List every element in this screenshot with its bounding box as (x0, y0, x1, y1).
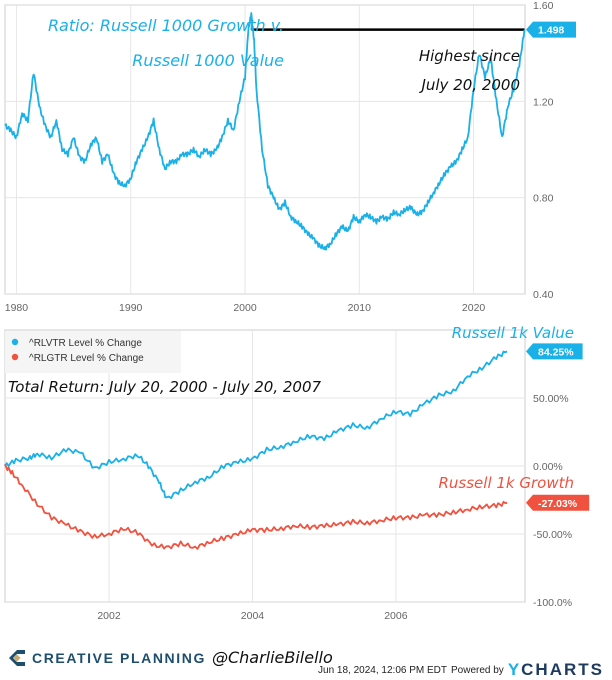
ycharts-attribution: Jun 18, 2024, 12:06 PM EDT Powered by YC… (318, 660, 604, 680)
y-tick-label: 0.80 (533, 193, 554, 205)
annotation-line-1: Highest since (419, 47, 520, 65)
value-series-label: Russell 1k Value (452, 324, 574, 342)
y-tick-label: -50.00% (533, 529, 572, 541)
x-tick-label: 2020 (462, 302, 486, 314)
ycharts-logo-y: Y (507, 660, 522, 679)
last-value-label: 84.25% (538, 346, 574, 358)
total-return-chart-axis-labels: 2002 2004 2006 -100.0% -50.00% 0.00% 50.00% 84.… (97, 343, 590, 622)
ratio-chart-axis-labels: 1980 1990 2000 2010 2020 0.40 0.80 1.20 1.60 1.49… (5, 0, 576, 314)
growth-series-label: Russell 1k Growth (438, 474, 574, 492)
x-tick-label: 2004 (241, 610, 265, 622)
y-tick-label: 50.00% (533, 393, 569, 405)
powered-by-text: Powered by (451, 664, 504, 676)
ratio-chart-title-line-1: Ratio: Russell 1000 Growth v. (48, 16, 284, 35)
ratio-chart: 1980 1990 2000 2010 2020 0.40 0.80 1.20 1.60 1.49… (4, 0, 576, 314)
creative-planning-logo-icon (8, 649, 26, 667)
legend-marker-value (11, 338, 19, 346)
last-value-badge (526, 343, 583, 360)
y-tick-label: 0.00% (533, 461, 563, 473)
x-tick-label: 2002 (97, 610, 121, 622)
y-tick-label: 1.20 (533, 96, 554, 108)
total-return-title: Total Return: July 20, 2000 - July 20, 2… (8, 378, 322, 396)
y-tick-label: -100.0% (533, 597, 572, 609)
legend-marker-growth (11, 353, 19, 361)
last-value-badge (526, 494, 590, 511)
ratio-chart-series (4, 12, 526, 251)
brand-handle: @CharlieBilello (211, 648, 333, 667)
last-value-label: -27.03% (538, 498, 578, 510)
x-tick-label: 2010 (348, 302, 372, 314)
last-value-badge (526, 21, 576, 38)
ycharts-logo-text: CHARTS (521, 660, 604, 679)
footer: CREATIVE PLANNING @CharlieBilello Jun 18… (0, 640, 612, 680)
legend: ^RLVTR Level % Change ^RLGTR Level % Cha… (5, 331, 181, 373)
legend-background (5, 331, 181, 373)
ycharts-logo: YCHARTS (508, 660, 604, 680)
y-tick-label: 0.40 (533, 289, 554, 301)
x-tick-label: 1990 (119, 302, 143, 314)
last-value-label: 1.498 (538, 25, 564, 37)
x-tick-label: 1980 (5, 302, 29, 314)
ratio-chart-grid (4, 4, 526, 295)
total-return-chart: 2002 2004 2006 -100.0% -50.00% 0.00% 50.00% 84.… (4, 324, 590, 622)
series-line (4, 463, 508, 550)
x-tick-label: 2006 (384, 610, 408, 622)
total-return-chart-series (4, 350, 508, 550)
legend-entry-growth: ^RLGTR Level % Change (29, 353, 144, 364)
series-line (4, 12, 526, 251)
brand: CREATIVE PLANNING @CharlieBilello (8, 648, 333, 667)
ratio-chart-title-line-2: Russell 1000 Value (132, 51, 284, 70)
series-line (4, 350, 508, 499)
legend-entry-value: ^RLVTR Level % Change (29, 338, 142, 349)
x-tick-label: 2000 (233, 302, 257, 314)
brand-name: CREATIVE PLANNING (32, 649, 206, 666)
y-tick-label: 1.60 (533, 0, 554, 12)
annotation-line-2: July 20, 2000 (418, 76, 520, 94)
timestamp: Jun 18, 2024, 12:06 PM EDT (318, 664, 447, 676)
